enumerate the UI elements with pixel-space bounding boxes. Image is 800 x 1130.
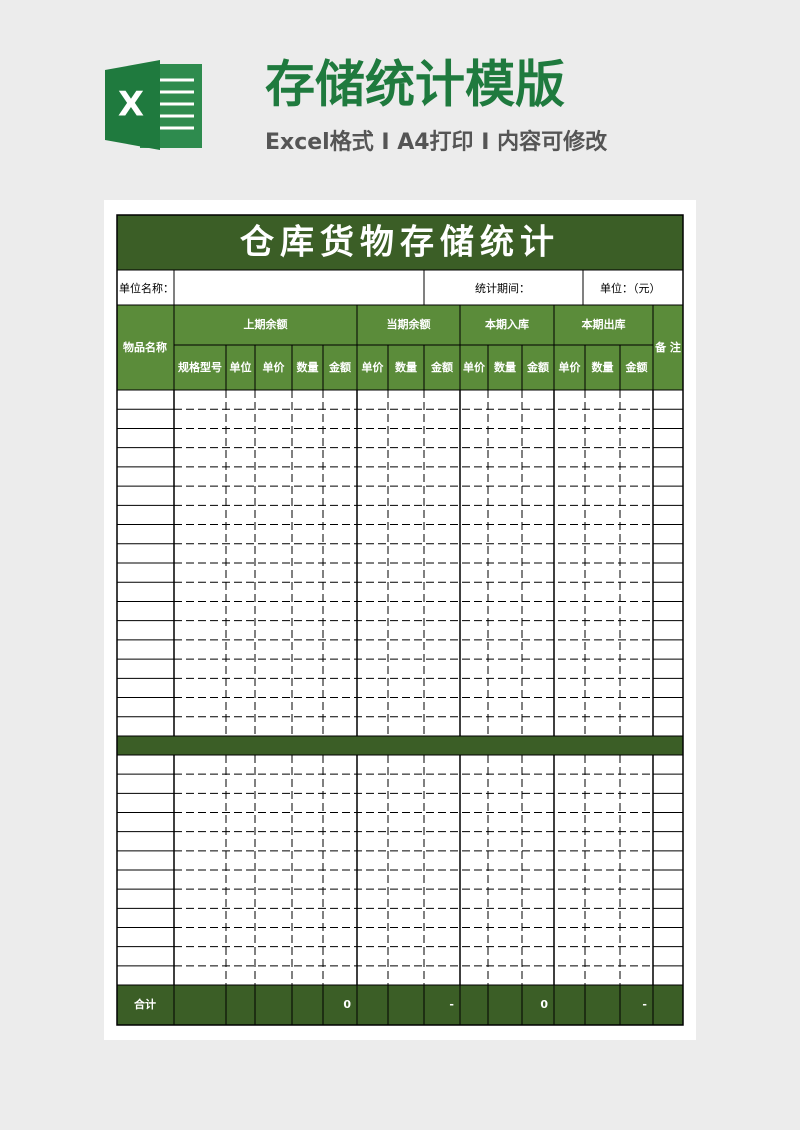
icon-lines (160, 78, 194, 130)
column-label: 规格型号 (178, 360, 222, 374)
column-label: 数量 (494, 360, 516, 374)
column-label: 单价 (362, 360, 385, 374)
separator-band (117, 736, 683, 755)
column-label: 金额 (526, 360, 549, 374)
page-subtitle: Excel格式 I A4打印 I 内容可修改 (265, 129, 608, 155)
page-title: 存储统计模版 (265, 56, 565, 114)
info-unit-name: 单位名称： (119, 281, 174, 295)
column-label: 金额 (328, 360, 351, 374)
column-label: 数量 (297, 360, 319, 374)
column-label: 单位 (230, 360, 252, 374)
total-value: - (642, 998, 647, 1011)
column-label: 数量 (395, 360, 417, 374)
column-label: 数量 (592, 360, 614, 374)
group-label: 上期余额 (244, 317, 288, 331)
column-label: 金额 (625, 360, 648, 374)
total-band (117, 985, 683, 1025)
table: 仓库货物存储统计单位名称： 统计期间： 单位：（元）物品名称备 注上期余额规格型号单… (116, 214, 684, 1026)
icon-badge (105, 60, 160, 150)
excel-icon: X (105, 60, 202, 150)
info-period: 统计期间： (475, 282, 530, 295)
icon-letter: X (118, 85, 144, 125)
table-title: 仓库货物存储统计 (240, 223, 560, 263)
info-currency: 单位：（元） (600, 281, 661, 295)
group-label: 本期入库 (485, 317, 529, 331)
total-value: 0 (343, 998, 351, 1011)
column-label: 金额 (430, 360, 453, 374)
header-band (117, 305, 683, 390)
column-label: 单价 (559, 360, 582, 374)
column-label: 单价 (463, 360, 486, 374)
group-label: 本期出库 (582, 317, 626, 331)
remark-column: 备 注 (654, 340, 681, 354)
table-border (116, 214, 684, 1026)
total-value: - (449, 998, 454, 1011)
total-label: 合计 (134, 997, 156, 1011)
group-label: 当期余额 (387, 317, 431, 331)
info-row (116, 269, 684, 306)
column-label: 单价 (263, 360, 286, 374)
title-band (117, 215, 683, 270)
total-value: 0 (540, 998, 548, 1011)
item-column: 物品名称 (123, 340, 167, 354)
